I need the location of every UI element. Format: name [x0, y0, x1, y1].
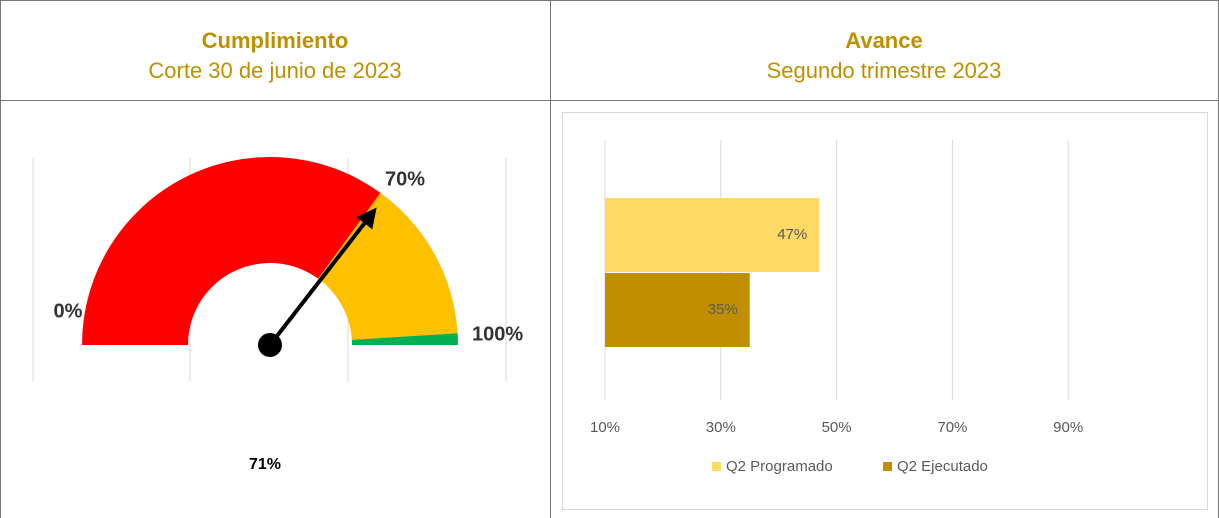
x-tick-label: 50% — [822, 419, 852, 436]
x-tick-label: 70% — [937, 419, 967, 436]
gauge-tick-label: 0% — [54, 300, 83, 322]
x-tick-label: 90% — [1053, 419, 1083, 436]
gauge-band — [318, 192, 458, 340]
legend-label: Q2 Ejecutado — [897, 458, 988, 475]
gauge-band — [82, 157, 381, 345]
bar-value-label: 35% — [708, 301, 738, 318]
gauge-needle — [268, 207, 377, 347]
gauge-hub — [258, 333, 282, 357]
header-subtitle: Corte 30 de junio de 2023 — [148, 58, 401, 83]
x-tick-label: 10% — [590, 419, 620, 436]
gauge-tick-label: 70% — [385, 168, 425, 190]
bar — [605, 198, 820, 272]
legend-label: Q2 Programado — [726, 458, 833, 475]
legend-swatch — [712, 462, 721, 471]
gauge-value-label: 71% — [249, 456, 281, 473]
chart-frame — [562, 112, 1208, 510]
x-tick-label: 30% — [706, 419, 736, 436]
gauge-band — [351, 333, 458, 345]
bar-value-label: 47% — [777, 226, 807, 243]
bar — [605, 273, 750, 347]
header-subtitle: Segundo trimestre 2023 — [767, 58, 1002, 83]
gauge-tick-label: 100% — [472, 323, 523, 345]
header-title: Avance — [845, 28, 922, 53]
legend-swatch — [883, 462, 892, 471]
header-title: Cumplimiento — [202, 28, 349, 53]
